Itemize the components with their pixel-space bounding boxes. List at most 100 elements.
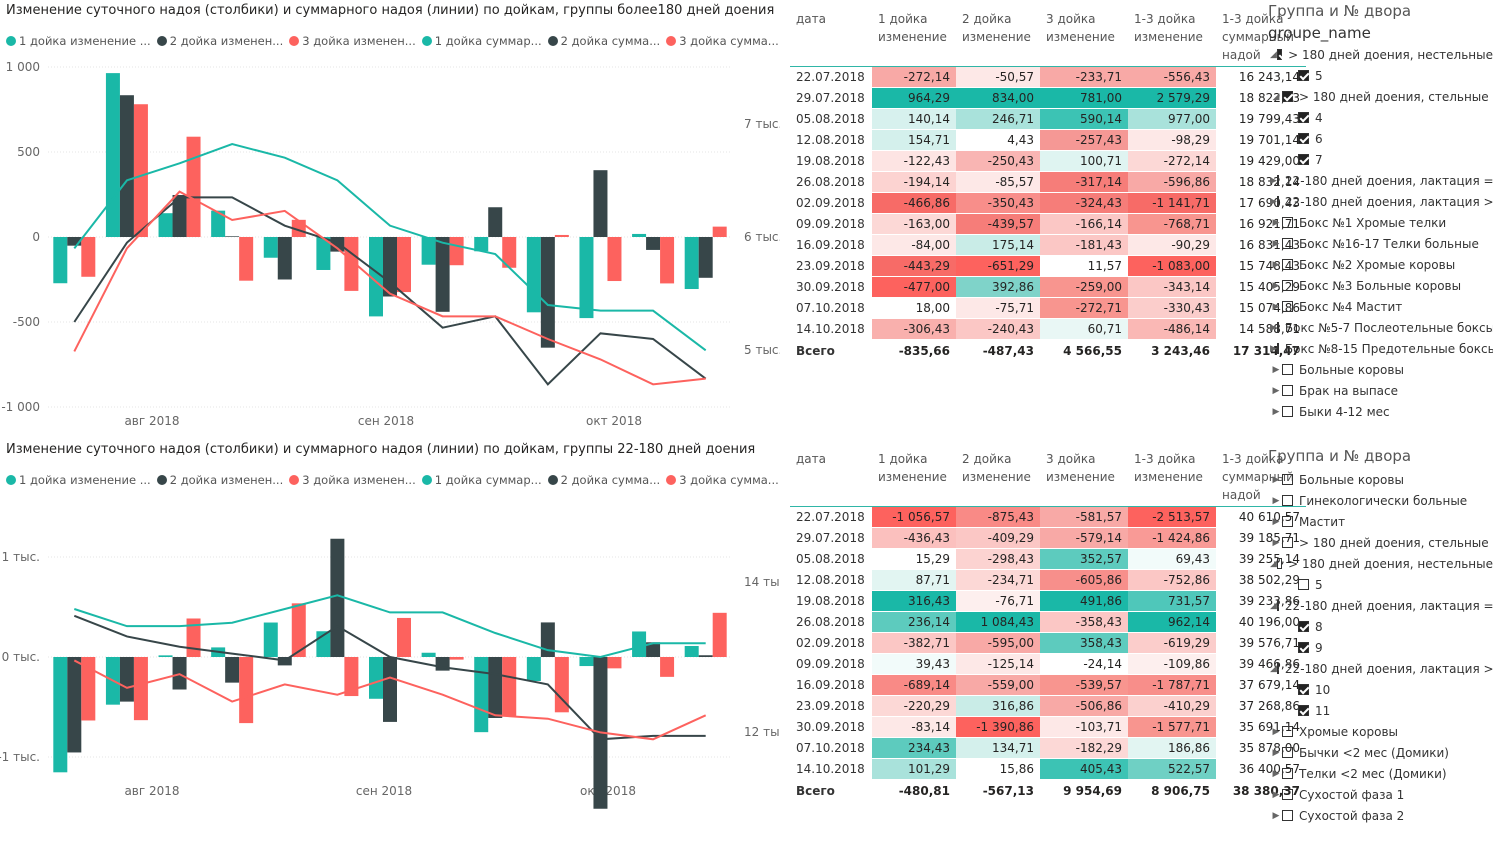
bar[interactable] xyxy=(435,237,450,312)
series-line[interactable] xyxy=(73,196,707,386)
slicer-item[interactable]: ◢ 22-180 дней доения, лактация > 1 xyxy=(1268,658,1493,679)
bar[interactable] xyxy=(158,213,173,237)
expand-arrow-icon[interactable]: ▶ xyxy=(1272,747,1280,758)
bar[interactable] xyxy=(119,657,134,702)
bar[interactable] xyxy=(225,236,240,237)
bar[interactable] xyxy=(540,622,555,657)
collapse-arrow-icon[interactable]: ◢ xyxy=(1272,91,1280,102)
bar[interactable] xyxy=(502,657,517,716)
checkbox-icon[interactable] xyxy=(1276,343,1279,354)
column-header[interactable]: 1 дойка изменение xyxy=(872,448,956,507)
bar[interactable] xyxy=(397,617,411,657)
checkbox-icon[interactable] xyxy=(1282,495,1293,506)
checkbox-icon[interactable] xyxy=(1282,537,1293,548)
slicer-item[interactable]: ▶ Гинекологически больные xyxy=(1268,490,1493,511)
bar[interactable] xyxy=(67,657,82,753)
expand-arrow-icon[interactable]: ▶ xyxy=(1270,322,1277,333)
expand-arrow-icon[interactable]: ▶ xyxy=(1272,238,1280,249)
column-header[interactable]: 1 дойка изменение xyxy=(872,8,956,67)
expand-arrow-icon[interactable]: ▶ xyxy=(1272,516,1280,527)
column-header[interactable]: 3 дойка изменение xyxy=(1040,448,1128,507)
checkbox-icon[interactable] xyxy=(1282,217,1293,228)
bar[interactable] xyxy=(81,657,96,721)
series-line[interactable] xyxy=(73,190,706,386)
collapse-arrow-icon[interactable]: ◢ xyxy=(1270,663,1277,674)
bar[interactable] xyxy=(698,237,713,278)
slicer-item[interactable]: ▶ Больные коровы xyxy=(1268,469,1493,490)
bar[interactable] xyxy=(172,195,187,237)
column-header[interactable]: 2 дойка изменение xyxy=(956,448,1040,507)
bar[interactable] xyxy=(133,657,148,721)
checkbox-icon[interactable] xyxy=(1276,196,1279,207)
slicer-item[interactable]: ▶ Больные коровы xyxy=(1268,359,1493,380)
expand-arrow-icon[interactable]: ▶ xyxy=(1272,474,1280,485)
legend-item[interactable]: 2 дойка изменен... xyxy=(156,473,283,487)
bar[interactable] xyxy=(263,237,278,258)
bar[interactable] xyxy=(502,237,517,268)
slicer-item[interactable]: 8 xyxy=(1268,616,1493,637)
bar[interactable] xyxy=(239,657,254,724)
bar[interactable] xyxy=(421,652,436,657)
bar[interactable] xyxy=(291,603,306,657)
checkbox-icon[interactable] xyxy=(1298,112,1309,123)
bar[interactable] xyxy=(186,136,201,237)
legend-item[interactable]: 1 дойка суммар... xyxy=(421,34,542,48)
bar[interactable] xyxy=(593,170,608,237)
slicer-item[interactable]: ▶ 22-180 дней доения, лактация > 1 xyxy=(1268,191,1493,212)
checkbox-icon[interactable] xyxy=(1282,301,1293,312)
checkbox-icon[interactable] xyxy=(1276,663,1279,674)
legend-item[interactable]: 2 дойка изменен... xyxy=(156,34,283,48)
bar[interactable] xyxy=(684,645,699,657)
slicer-item[interactable]: 10 xyxy=(1268,679,1493,700)
collapse-arrow-icon[interactable]: ◢ xyxy=(1270,558,1277,569)
collapse-arrow-icon[interactable]: ◢ xyxy=(1270,49,1277,60)
collapse-arrow-icon[interactable]: ◢ xyxy=(1270,600,1277,611)
slicer-item[interactable]: ▶ Сухостой фаза 1 xyxy=(1268,784,1493,805)
bar[interactable] xyxy=(526,237,541,313)
bar[interactable] xyxy=(369,237,383,317)
expand-arrow-icon[interactable]: ▶ xyxy=(1272,301,1280,312)
bar[interactable] xyxy=(449,657,464,660)
checkbox-icon[interactable] xyxy=(1282,747,1293,758)
slicer-item[interactable]: ▶ Хромые коровы xyxy=(1268,721,1493,742)
slicer-item[interactable]: 6 xyxy=(1268,128,1493,149)
legend-item[interactable]: 1 дойка суммар... xyxy=(421,473,542,487)
expand-arrow-icon[interactable]: ▶ xyxy=(1272,495,1280,506)
bar[interactable] xyxy=(488,207,503,237)
checkbox-icon[interactable] xyxy=(1282,280,1293,291)
legend-item[interactable]: 3 дойка сумма... xyxy=(666,473,779,487)
legend-item[interactable]: 3 дойка изменен... xyxy=(289,34,416,48)
checkbox-icon[interactable] xyxy=(1282,474,1293,485)
expand-arrow-icon[interactable]: ▶ xyxy=(1272,768,1280,779)
checkbox-icon[interactable] xyxy=(1298,621,1309,632)
bar[interactable] xyxy=(211,210,226,237)
bar[interactable] xyxy=(607,237,622,282)
column-header[interactable]: дата xyxy=(790,8,872,67)
bar[interactable] xyxy=(632,233,647,237)
expand-arrow-icon[interactable]: ▶ xyxy=(1272,385,1280,396)
column-header[interactable]: 3 дойка изменение xyxy=(1040,8,1128,67)
checkbox-icon[interactable] xyxy=(1276,600,1279,611)
slicer-item[interactable]: ▶ Быки 4-12 мес xyxy=(1268,401,1493,422)
slicer-item[interactable]: 4 xyxy=(1268,107,1493,128)
legend-item[interactable]: 1 дойка изменение ... xyxy=(6,473,151,487)
bar[interactable] xyxy=(607,657,622,669)
slicer-item[interactable]: ▶ Телки <2 мес (Домики) xyxy=(1268,763,1493,784)
expand-arrow-icon[interactable]: ▶ xyxy=(1272,217,1280,228)
slicer-item[interactable]: ▶ Бокс №2 Хромые коровы xyxy=(1268,254,1493,275)
checkbox-icon[interactable] xyxy=(1276,558,1283,569)
bar[interactable] xyxy=(119,95,134,237)
checkbox-icon[interactable] xyxy=(1276,322,1279,333)
slicer-item[interactable]: ▶ Мастит xyxy=(1268,511,1493,532)
checkbox-icon[interactable] xyxy=(1282,406,1293,417)
slicer-item[interactable]: ▶ > 180 дней доения, стельные xyxy=(1268,532,1493,553)
checkbox-icon[interactable] xyxy=(1298,642,1309,653)
bar[interactable] xyxy=(474,237,489,252)
expand-arrow-icon[interactable]: ▶ xyxy=(1272,406,1280,417)
bar[interactable] xyxy=(646,237,661,250)
slicer-item[interactable]: 5 xyxy=(1268,65,1493,86)
slicer-item[interactable]: ▶ Бычки <2 мес (Домики) xyxy=(1268,742,1493,763)
checkbox-icon[interactable] xyxy=(1282,259,1293,270)
legend-item[interactable]: 2 дойка сумма... xyxy=(547,473,660,487)
checkbox-icon[interactable] xyxy=(1282,91,1293,102)
